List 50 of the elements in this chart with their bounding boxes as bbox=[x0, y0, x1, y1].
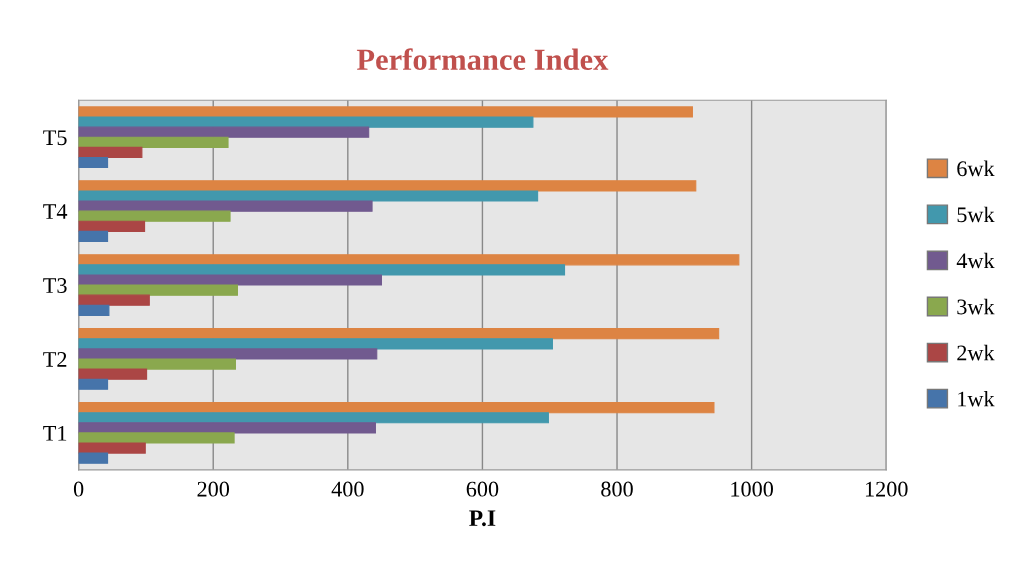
bar bbox=[78, 284, 239, 296]
bar bbox=[78, 116, 534, 128]
bar bbox=[78, 220, 146, 232]
bar bbox=[78, 432, 235, 444]
x-tick-label: 1000 bbox=[731, 481, 773, 497]
bar bbox=[78, 264, 566, 276]
x-tick-label: 800 bbox=[601, 481, 633, 497]
bar bbox=[78, 200, 373, 212]
bar bbox=[78, 412, 549, 424]
bar bbox=[78, 254, 740, 266]
bar bbox=[78, 210, 231, 222]
bar bbox=[78, 190, 539, 202]
bar bbox=[78, 452, 109, 464]
chart-title: Performance Index bbox=[356, 48, 609, 71]
bar bbox=[78, 328, 720, 340]
y-tick-label: T2 bbox=[43, 351, 67, 367]
y-tick-label: T3 bbox=[43, 278, 67, 293]
legend-label: 1wk bbox=[958, 390, 995, 407]
x-tick-label: 1200 bbox=[865, 481, 908, 497]
bar bbox=[78, 442, 146, 454]
bar bbox=[78, 358, 236, 370]
x-tick-label: 200 bbox=[197, 481, 230, 497]
bar bbox=[78, 422, 376, 434]
bar bbox=[78, 338, 553, 350]
x-tick-label: 400 bbox=[331, 481, 364, 497]
bar bbox=[78, 402, 715, 414]
bar bbox=[78, 136, 229, 148]
legend-label: 3wk bbox=[957, 298, 995, 315]
x-axis-title: P.I bbox=[469, 510, 496, 527]
legend-label: 5wk bbox=[957, 206, 995, 223]
bar bbox=[78, 348, 378, 360]
bar bbox=[78, 146, 143, 158]
legend-label: 4wk bbox=[956, 252, 995, 269]
legend-label: 6wk bbox=[957, 160, 995, 177]
bar bbox=[78, 274, 383, 286]
legend-label: 2wk bbox=[957, 344, 995, 361]
bar bbox=[78, 378, 109, 390]
bar bbox=[78, 180, 697, 192]
bar bbox=[78, 156, 109, 169]
bar bbox=[78, 106, 693, 118]
bar bbox=[78, 294, 150, 306]
bar bbox=[78, 304, 110, 316]
bar bbox=[78, 126, 370, 138]
x-tick-label: 600 bbox=[466, 481, 499, 497]
y-tick-label: T4 bbox=[43, 204, 68, 219]
y-tick-label: T1 bbox=[43, 425, 67, 441]
bar bbox=[78, 230, 109, 243]
y-tick-label: T5 bbox=[43, 130, 67, 146]
bar bbox=[78, 368, 148, 380]
x-tick-label: 0 bbox=[73, 481, 84, 497]
